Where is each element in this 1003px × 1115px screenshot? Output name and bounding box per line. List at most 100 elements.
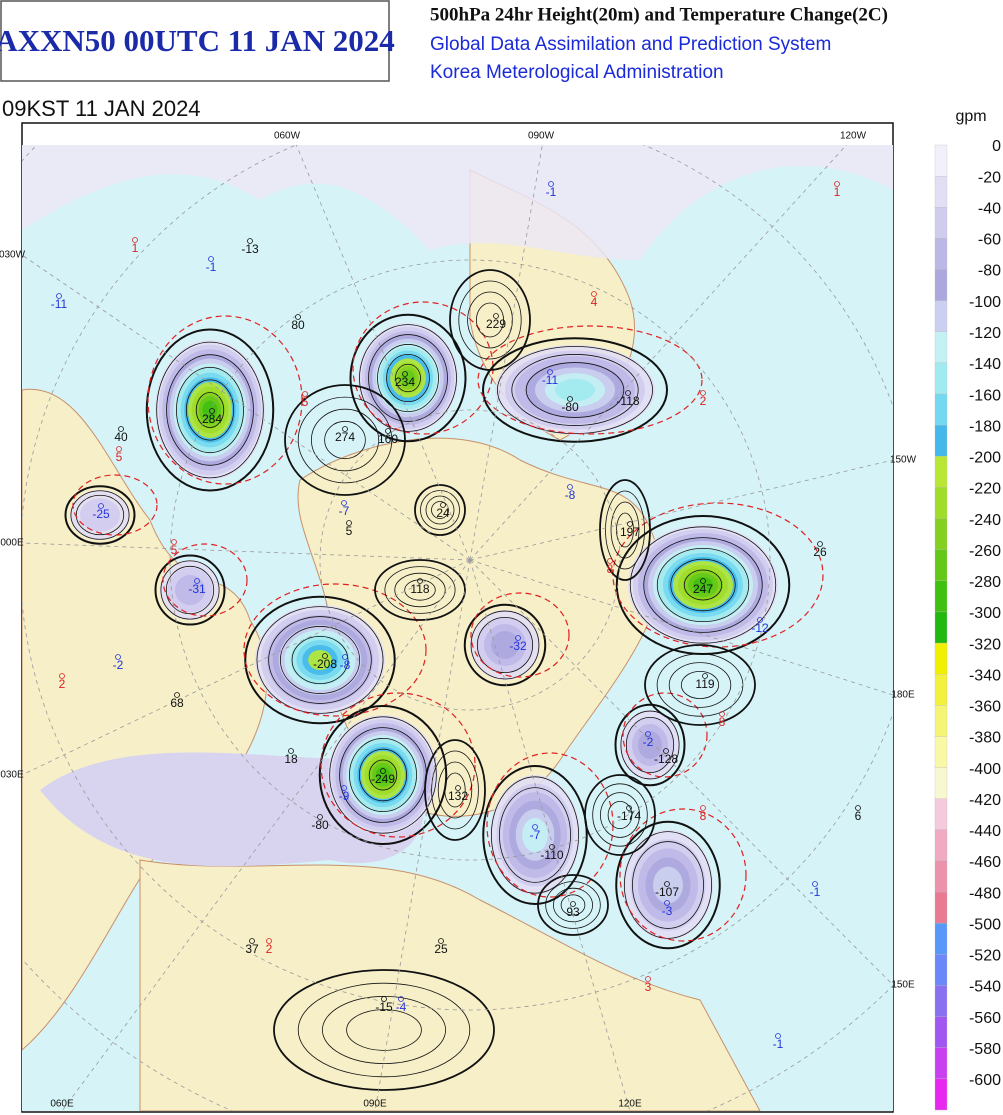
height-contour bbox=[374, 559, 466, 621]
center-value: -1 bbox=[810, 885, 821, 899]
center-value: 8 bbox=[700, 809, 707, 823]
map-axis-label: 000E bbox=[0, 538, 24, 549]
height-contour bbox=[632, 841, 704, 929]
colorbar-label: -580 bbox=[969, 1041, 1001, 1058]
colorbar-label: -80 bbox=[978, 263, 1001, 280]
colorbar-swatch bbox=[934, 300, 948, 332]
height-contour bbox=[64, 485, 136, 545]
height-contour bbox=[70, 490, 130, 540]
shade-ring bbox=[653, 866, 683, 904]
center-value: -249 bbox=[371, 772, 395, 786]
colorbar-label: -120 bbox=[969, 325, 1001, 342]
colorbar-label: -180 bbox=[969, 418, 1001, 435]
center-value: -31 bbox=[188, 582, 206, 596]
station-marker bbox=[664, 881, 670, 887]
center-value: 5 bbox=[171, 543, 178, 557]
center-value: 18 bbox=[284, 752, 298, 766]
colorbar-swatch bbox=[934, 331, 948, 364]
station-marker bbox=[266, 938, 272, 944]
height-contour bbox=[318, 705, 448, 845]
map-axis-label: 180E bbox=[891, 690, 915, 701]
valid-time: 09KST 11 JAN 2024 bbox=[2, 96, 201, 121]
colorbar-label: -520 bbox=[969, 948, 1001, 965]
colorbar-label: -100 bbox=[969, 294, 1001, 311]
height-contour bbox=[625, 716, 675, 774]
colorbar-label: -560 bbox=[969, 1010, 1001, 1027]
agency-name: Korea Meterological Administration bbox=[430, 62, 724, 83]
center-value: 8 bbox=[719, 715, 726, 729]
station-marker bbox=[317, 814, 323, 820]
center-value: -7 bbox=[530, 828, 541, 842]
height-contour bbox=[467, 291, 513, 349]
height-contour bbox=[610, 501, 640, 559]
colorbar-swatch bbox=[934, 705, 948, 737]
height-contour bbox=[75, 494, 125, 536]
height-contour bbox=[615, 820, 721, 950]
land bbox=[139, 859, 761, 1111]
colorbar-label: -60 bbox=[978, 232, 1001, 249]
height-contour bbox=[482, 765, 588, 905]
height-contour bbox=[629, 526, 777, 644]
center-value: 37 bbox=[245, 942, 259, 956]
center-value: 197 bbox=[620, 525, 640, 539]
height-contour bbox=[470, 610, 540, 680]
center-value: -3 bbox=[662, 904, 673, 918]
center-value: -174 bbox=[617, 809, 641, 823]
center-value: 2 bbox=[266, 942, 273, 956]
center-value: 68 bbox=[170, 696, 184, 710]
height-contour bbox=[545, 881, 601, 929]
center-value: -1 bbox=[546, 185, 557, 199]
center-value: -128 bbox=[654, 752, 678, 766]
center-value: 93 bbox=[566, 905, 580, 919]
height-contour bbox=[599, 479, 651, 581]
center-value: 40 bbox=[114, 430, 128, 444]
station-marker bbox=[381, 996, 387, 1002]
height-contour bbox=[449, 269, 531, 371]
center-value: 247 bbox=[693, 582, 713, 596]
center-value: 6 bbox=[855, 809, 862, 823]
center-value: 80 bbox=[291, 318, 305, 332]
station-marker bbox=[440, 502, 446, 508]
colorbar-swatch bbox=[934, 580, 948, 613]
station-marker bbox=[607, 558, 613, 564]
center-value: 5 bbox=[302, 395, 309, 409]
center-value: 5 bbox=[346, 524, 353, 538]
height-contour bbox=[496, 345, 653, 435]
station-marker bbox=[855, 805, 861, 811]
height-contour bbox=[553, 887, 594, 923]
colorbar-swatch bbox=[934, 362, 948, 395]
height-contour bbox=[395, 363, 421, 393]
station-marker bbox=[626, 805, 632, 811]
height-contour bbox=[273, 969, 495, 1091]
station-marker bbox=[295, 314, 301, 320]
colorbar-label: -220 bbox=[969, 481, 1001, 498]
station-marker bbox=[719, 711, 725, 717]
height-contour bbox=[358, 748, 408, 802]
height-contour bbox=[145, 328, 275, 492]
colorbar-swatch bbox=[934, 269, 948, 301]
height-contour bbox=[368, 759, 398, 791]
colorbar-swatch bbox=[934, 425, 948, 457]
colorbar-unit: gpm bbox=[955, 108, 986, 125]
colorbar-label: -380 bbox=[969, 730, 1001, 747]
colorbar-swatch bbox=[934, 175, 948, 208]
height-contour bbox=[359, 324, 457, 432]
map-axis-label: 150W bbox=[890, 455, 917, 466]
station-marker bbox=[700, 390, 706, 396]
height-contour bbox=[670, 558, 736, 612]
height-contour bbox=[297, 396, 393, 484]
height-contour bbox=[476, 616, 534, 674]
height-contour bbox=[463, 603, 547, 687]
station-marker bbox=[59, 673, 65, 679]
station-marker bbox=[702, 673, 708, 679]
station-marker bbox=[548, 181, 554, 187]
height-contour bbox=[623, 831, 713, 939]
map-axis-label: 030E bbox=[0, 770, 24, 781]
center-value: 229 bbox=[486, 317, 506, 331]
chart-title: 500hPa 24hr Height(20m) and Temperature … bbox=[430, 4, 888, 25]
center-value: 132 bbox=[448, 789, 468, 803]
colorbar: 0 -20 -40 -60 -80 -100 -120 -140 -160 -180 -200 -22… bbox=[934, 138, 1001, 1111]
center-value: -110 bbox=[540, 848, 563, 862]
colorbar-swatch bbox=[934, 456, 948, 488]
height-contour bbox=[384, 566, 456, 614]
